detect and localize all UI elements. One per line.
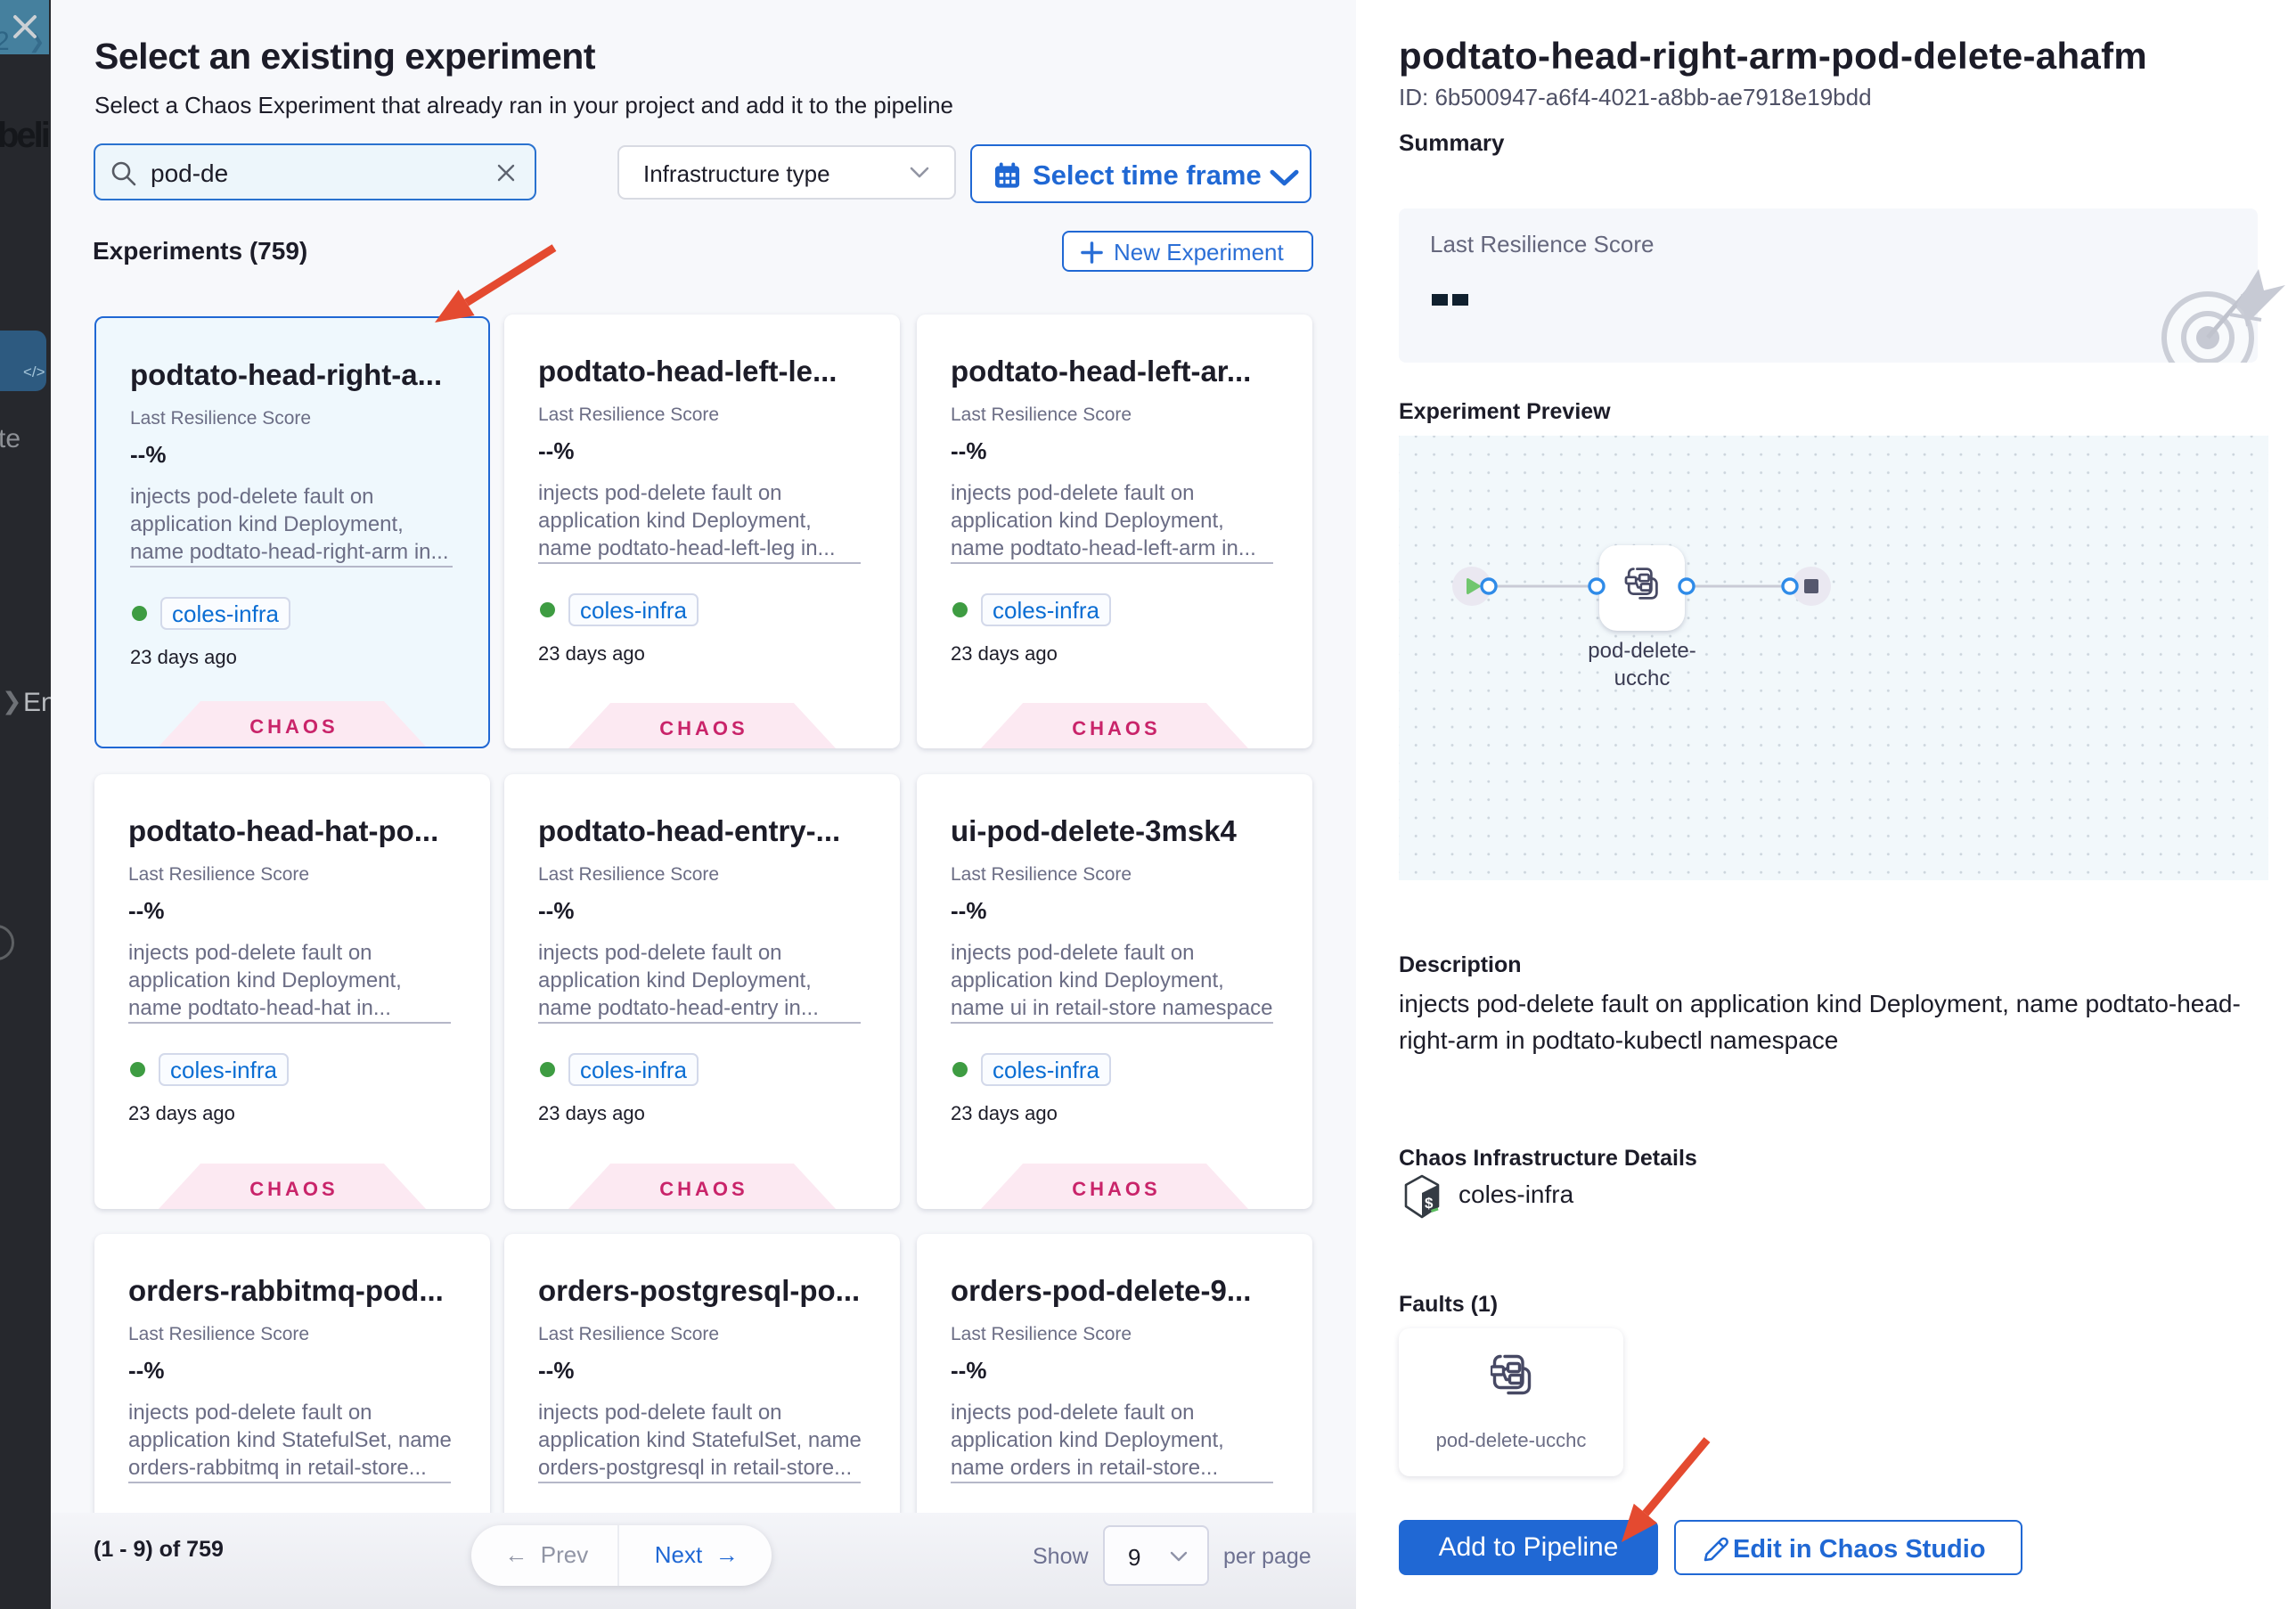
svg-text:$: $ xyxy=(1425,1195,1434,1212)
